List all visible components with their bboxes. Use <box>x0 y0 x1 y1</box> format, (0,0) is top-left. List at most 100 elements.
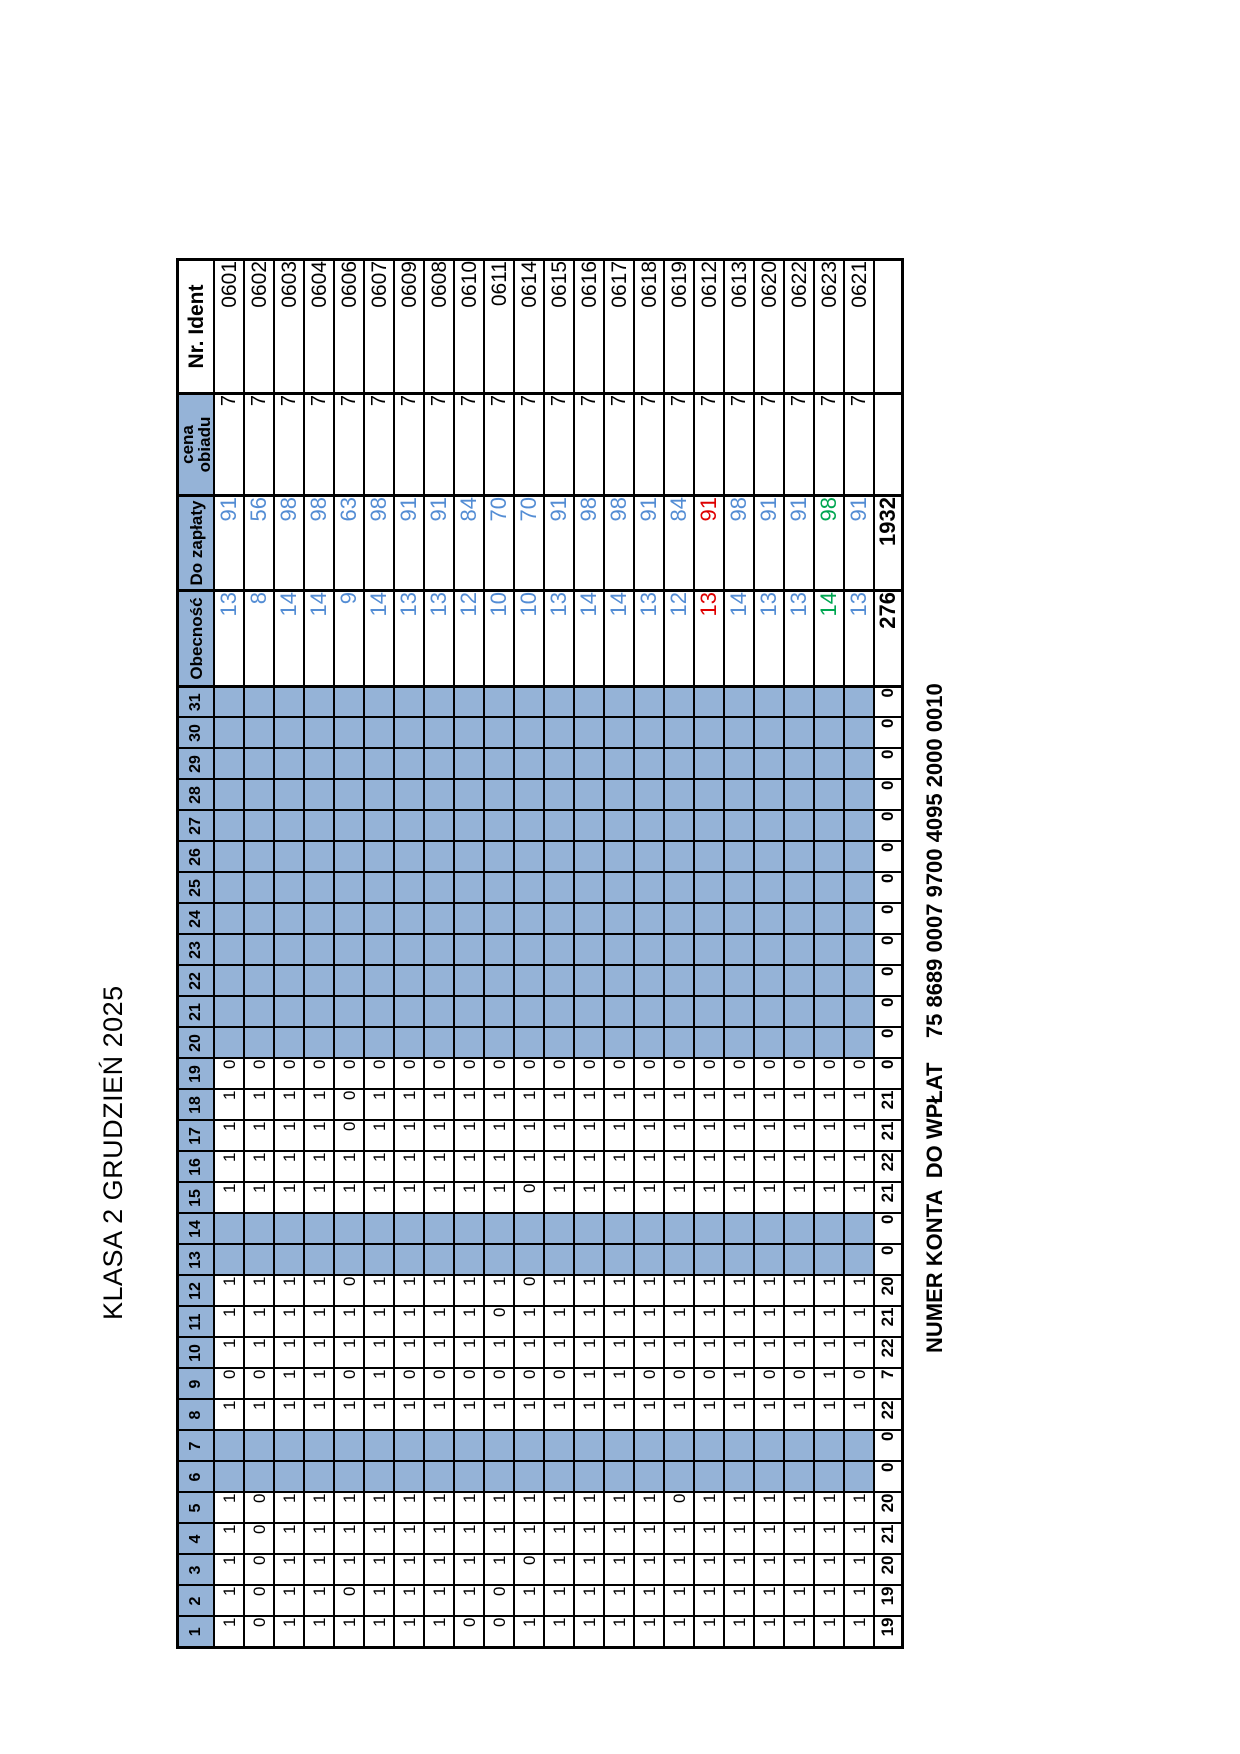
attendance-day-cell: 1 <box>274 1275 304 1307</box>
attendance-day-cell: 1 <box>784 1585 814 1617</box>
attendance-day-cell: 1 <box>694 1616 724 1648</box>
closed-day-cell <box>574 872 604 904</box>
attendance-day-cell: 1 <box>814 1585 844 1617</box>
day-header-cell: 25 <box>177 872 214 904</box>
attendance-day-cell: 1 <box>424 1151 454 1183</box>
summary-header-cell: cena obiadu <box>177 393 214 496</box>
sheet-title: KLASA 2 GRUDZIEŃ 2025 <box>98 985 128 1320</box>
attendance-day-cell: 1 <box>814 1337 844 1369</box>
day-total-cell: 0 <box>874 903 902 935</box>
closed-day-cell <box>484 965 514 997</box>
closed-day-cell <box>304 748 334 780</box>
attendance-count-cell: 8 <box>244 590 274 687</box>
attendance-count-cell: 13 <box>424 590 454 687</box>
attendance-day-cell: 1 <box>784 1151 814 1183</box>
closed-day-cell <box>604 903 634 935</box>
attendance-day-cell: 1 <box>844 1306 874 1338</box>
closed-day-cell <box>544 779 574 811</box>
lunch-price-cell: 7 <box>304 393 334 496</box>
attendance-day-cell: 1 <box>544 1523 574 1555</box>
attendance-day-cell: 0 <box>484 1368 514 1400</box>
attendance-day-cell: 1 <box>694 1306 724 1338</box>
attendance-day-cell: 1 <box>514 1399 544 1431</box>
closed-day-cell <box>544 1461 574 1493</box>
attendance-day-cell: 0 <box>304 1058 334 1090</box>
attendance-day-cell: 0 <box>214 1368 244 1400</box>
closed-day-cell <box>844 841 874 873</box>
closed-day-cell <box>454 934 484 966</box>
student-row: 1 1 1 1 1 1 0 1 1 1 1 1 1 1 0 13 91 7 0618 <box>634 259 664 1648</box>
attendance-day-cell: 1 <box>424 1554 454 1586</box>
closed-day-cell <box>814 779 844 811</box>
attendance-day-cell: 1 <box>244 1399 274 1431</box>
closed-day-cell <box>304 1213 334 1245</box>
closed-day-cell <box>634 996 664 1028</box>
attendance-day-cell: 1 <box>574 1151 604 1183</box>
attendance-count-cell: 14 <box>724 590 754 687</box>
attendance-day-cell: 1 <box>844 1523 874 1555</box>
attendance-day-cell: 1 <box>544 1089 574 1121</box>
attendance-day-cell: 1 <box>514 1120 544 1152</box>
amount-due-cell: 98 <box>724 495 754 591</box>
account-number-line: NUMER KONTA DO WPŁAT 75 8689 0007 9700 4… <box>922 683 947 1353</box>
attendance-count-cell: 14 <box>274 590 304 687</box>
closed-day-cell <box>844 934 874 966</box>
closed-day-cell <box>844 717 874 749</box>
student-row: 1 1 1 1 1 1 0 1 1 1 1 1 1 1 0 13 91 7 0615 <box>544 259 574 1648</box>
attendance-day-cell: 1 <box>634 1151 664 1183</box>
day-total-cell: 0 <box>874 779 902 811</box>
attendance-day-cell: 1 <box>304 1554 334 1586</box>
closed-day-cell <box>574 903 604 935</box>
closed-day-cell <box>664 1027 694 1059</box>
closed-day-cell <box>244 996 274 1028</box>
closed-day-cell <box>214 748 244 780</box>
attendance-day-cell: 1 <box>454 1492 484 1524</box>
attendance-day-cell: 1 <box>604 1492 634 1524</box>
empty-total-cell <box>874 259 902 394</box>
closed-day-cell <box>604 717 634 749</box>
attendance-day-cell: 1 <box>304 1275 334 1307</box>
closed-day-cell <box>574 841 604 873</box>
day-header-cell: 15 <box>177 1182 214 1214</box>
day-header-cell: 19 <box>177 1058 214 1090</box>
attendance-day-cell: 1 <box>724 1089 754 1121</box>
attendance-day-cell: 0 <box>694 1368 724 1400</box>
attendance-day-cell: 1 <box>214 1492 244 1524</box>
closed-day-cell <box>724 717 754 749</box>
attendance-day-cell: 1 <box>664 1399 694 1431</box>
attendance-day-cell: 1 <box>544 1151 574 1183</box>
day-total-cell: 20 <box>874 1554 902 1586</box>
amount-due-cell: 98 <box>274 495 304 591</box>
attendance-day-cell: 0 <box>334 1275 364 1307</box>
day-total-cell: 0 <box>874 841 902 873</box>
closed-day-cell <box>664 748 694 780</box>
closed-day-cell <box>544 748 574 780</box>
attendance-day-cell: 1 <box>304 1616 334 1648</box>
closed-day-cell <box>784 1027 814 1059</box>
student-id-cell: 0617 <box>604 259 634 394</box>
attendance-day-cell: 1 <box>754 1492 784 1524</box>
attendance-day-cell: 0 <box>244 1523 274 1555</box>
closed-day-cell <box>844 965 874 997</box>
amount-grand-total-cell: 1932 <box>874 495 902 591</box>
closed-day-cell <box>334 686 364 718</box>
student-row: 1 1 1 1 1 1 0 1 1 1 1 1 1 1 0 13 91 7 0612 <box>694 259 724 1648</box>
day-total-cell: 0 <box>874 1058 902 1090</box>
day-total-cell: 0 <box>874 1213 902 1245</box>
attendance-day-cell: 1 <box>724 1523 754 1555</box>
day-header-cell: 5 <box>177 1492 214 1524</box>
attendance-day-cell: 1 <box>574 1089 604 1121</box>
closed-day-cell <box>754 810 784 842</box>
attendance-day-cell: 0 <box>574 1058 604 1090</box>
closed-day-cell <box>334 1461 364 1493</box>
closed-day-cell <box>844 748 874 780</box>
attendance-day-cell: 1 <box>604 1337 634 1369</box>
closed-day-cell <box>724 1461 754 1493</box>
student-id-cell: 0611 <box>484 259 514 394</box>
attendance-day-cell: 1 <box>694 1120 724 1152</box>
day-total-cell: 20 <box>874 1275 902 1307</box>
closed-day-cell <box>424 717 454 749</box>
attendance-day-cell: 1 <box>844 1554 874 1586</box>
closed-day-cell <box>754 748 784 780</box>
